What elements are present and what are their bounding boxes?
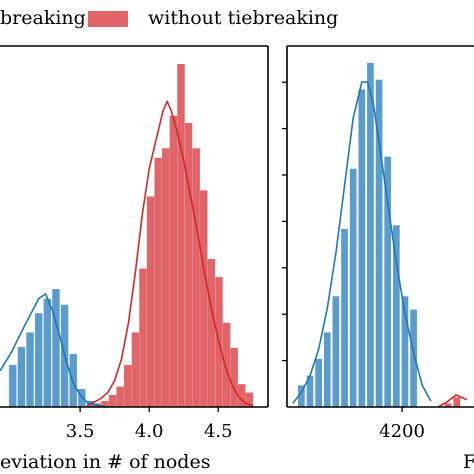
kde-line bbox=[0, 293, 108, 408]
histogram-bar bbox=[298, 385, 305, 407]
kde-line bbox=[437, 394, 468, 408]
histogram-bar bbox=[108, 394, 117, 407]
legend-label-with-tiebreaking: breaking bbox=[0, 7, 86, 29]
histogram-bar bbox=[169, 115, 178, 407]
histogram-bar bbox=[341, 228, 348, 407]
histogram-bar bbox=[26, 332, 34, 407]
histogram-bar bbox=[200, 190, 208, 407]
histogram-bar bbox=[230, 348, 238, 407]
histogram-bar bbox=[410, 309, 417, 407]
histogram-bar bbox=[238, 384, 246, 407]
histogram-bar bbox=[52, 289, 60, 407]
kde-line bbox=[86, 100, 254, 407]
histogram-bar bbox=[349, 168, 357, 407]
right-histogram-panel: 4200 F bbox=[282, 45, 474, 473]
histogram-bar bbox=[375, 79, 383, 407]
histogram-bar bbox=[367, 62, 374, 407]
axes-frame bbox=[286, 45, 474, 408]
x-tick-label: 4200 bbox=[379, 421, 425, 442]
histogram-bar bbox=[9, 364, 17, 407]
histogram-bar bbox=[358, 89, 366, 407]
histogram-bar bbox=[384, 156, 392, 407]
histogram-bar bbox=[162, 148, 170, 407]
histogram-bar bbox=[453, 397, 461, 407]
x-axis-label: eviation in # of nodes bbox=[0, 451, 210, 473]
legend: breaking without tiebreaking bbox=[0, 6, 474, 32]
left-histogram-panel: 3.5 4.0 4.5 eviation in # of nodes bbox=[0, 45, 269, 473]
axes-frame bbox=[0, 45, 269, 408]
legend-label-without-tiebreaking: without tiebreaking bbox=[148, 7, 339, 29]
histogram-bar bbox=[332, 296, 340, 407]
histogram-bar bbox=[131, 332, 140, 407]
histogram-bar bbox=[116, 386, 124, 407]
histogram-bar bbox=[177, 64, 185, 408]
histogram-bar bbox=[315, 358, 322, 407]
x-tick-label: 4.5 bbox=[204, 421, 233, 442]
x-tick-label: 4.0 bbox=[135, 421, 164, 442]
histogram-bar bbox=[444, 403, 452, 407]
histogram-bar bbox=[34, 313, 43, 407]
histogram-bar bbox=[245, 392, 254, 407]
histogram-bar bbox=[124, 364, 132, 407]
histogram-bar bbox=[146, 196, 155, 407]
kde-line bbox=[292, 81, 432, 404]
histogram-bar bbox=[43, 298, 52, 407]
histogram-bar bbox=[306, 375, 314, 407]
histogram-bar bbox=[101, 400, 109, 407]
x-tick-label: 3.5 bbox=[66, 421, 95, 442]
legend-swatch-without-tiebreaking bbox=[88, 11, 128, 27]
histogram-bar bbox=[222, 322, 231, 407]
histogram-bar bbox=[392, 225, 400, 407]
histogram-bar bbox=[323, 332, 331, 407]
histogram-bar bbox=[154, 157, 162, 407]
histogram-bar bbox=[78, 388, 86, 407]
histogram-bar bbox=[401, 296, 409, 407]
x-axis-label: F bbox=[463, 451, 474, 473]
histogram-bar bbox=[192, 148, 200, 407]
histogram-bar bbox=[207, 258, 216, 407]
histogram-bar bbox=[184, 123, 193, 407]
histogram-bar bbox=[17, 346, 26, 407]
histogram-bar bbox=[139, 268, 147, 407]
